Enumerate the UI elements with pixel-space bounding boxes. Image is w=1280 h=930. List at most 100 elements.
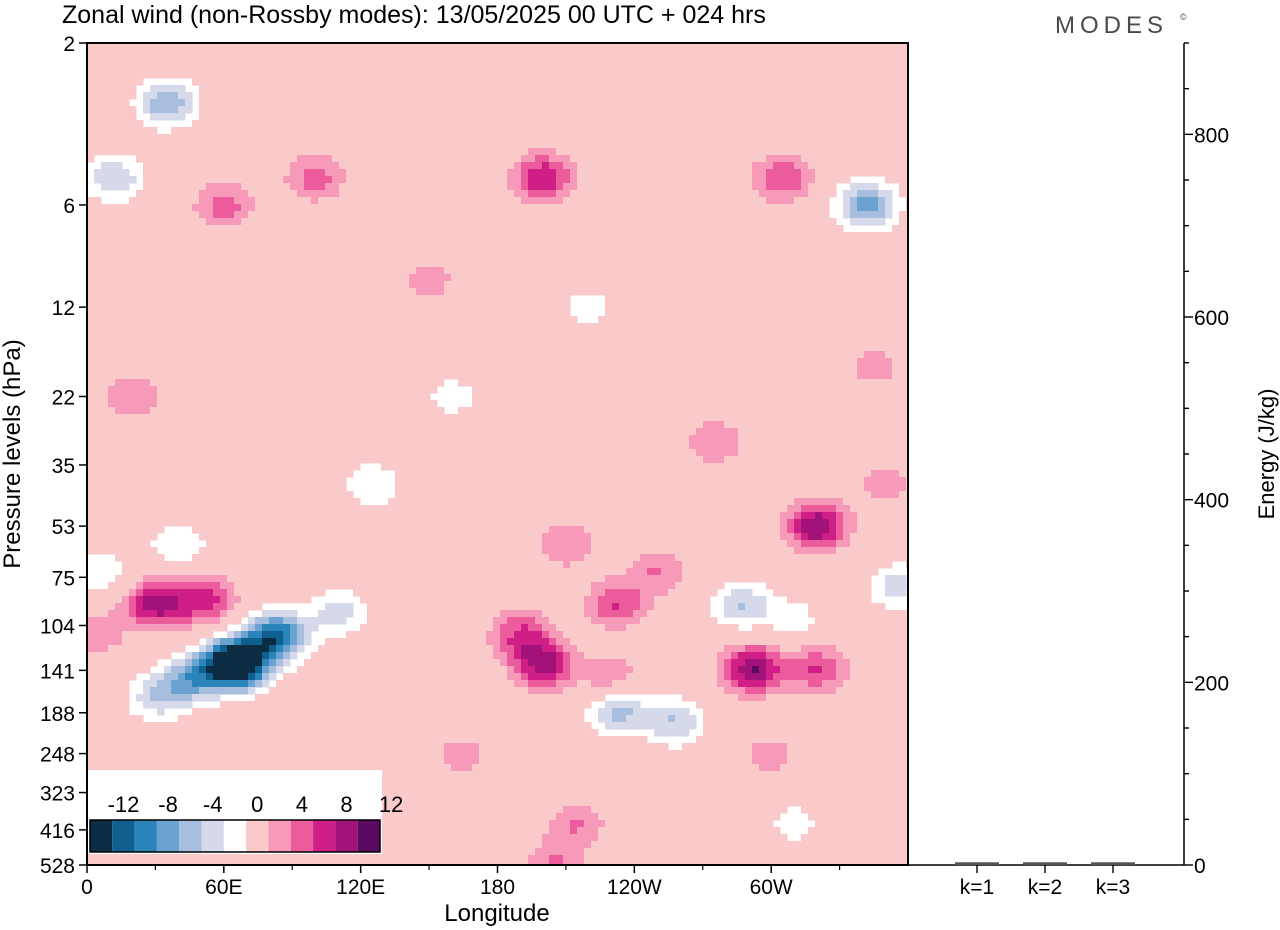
heatmap-cell: [164, 183, 172, 191]
heatmap-cell: [612, 127, 620, 135]
heatmap-cell: [283, 127, 291, 135]
heatmap-cell: [129, 218, 137, 226]
heatmap-cell: [94, 330, 102, 338]
heatmap-cell: [115, 183, 123, 191]
heatmap-cell: [787, 309, 795, 317]
heatmap-cell: [192, 288, 200, 296]
heatmap-cell: [794, 309, 802, 317]
heatmap-cell: [248, 274, 256, 282]
heatmap-cell: [220, 267, 228, 275]
heatmap-cell: [570, 288, 578, 296]
heatmap-cell: [591, 281, 599, 289]
heatmap-cell: [780, 162, 788, 170]
heatmap-cell: [164, 169, 172, 177]
heatmap-cell: [836, 288, 844, 296]
heatmap-cell: [423, 190, 431, 198]
heatmap-cell: [633, 239, 641, 247]
heatmap-cell: [633, 246, 641, 254]
heatmap-cell: [899, 281, 907, 289]
heatmap-cell: [717, 330, 725, 338]
heatmap-cell: [220, 309, 228, 317]
heatmap-cell: [437, 50, 445, 58]
heatmap-cell: [668, 57, 676, 65]
heatmap-cell: [262, 113, 270, 121]
heatmap-cell: [514, 176, 522, 184]
heatmap-cell: [451, 274, 459, 282]
heatmap-cell: [696, 260, 704, 268]
heatmap-cell: [521, 57, 529, 65]
heatmap-cell: [605, 155, 613, 163]
heatmap-cell: [325, 211, 333, 219]
heatmap-cell: [724, 169, 732, 177]
heatmap-cell: [703, 232, 711, 240]
heatmap-cell: [787, 204, 795, 212]
heatmap-cell: [521, 50, 529, 58]
heatmap-cell: [353, 253, 361, 261]
heatmap-cell: [794, 274, 802, 282]
heatmap-cell: [843, 197, 851, 205]
heatmap-cell: [192, 155, 200, 163]
heatmap-cell: [465, 281, 473, 289]
heatmap-cell: [185, 225, 193, 233]
heatmap-cell: [493, 274, 501, 282]
heatmap-cell: [878, 316, 886, 324]
heatmap-cell: [115, 169, 123, 177]
heatmap-cell: [591, 113, 599, 121]
heatmap-cell: [136, 148, 144, 156]
heatmap-cell: [479, 127, 487, 135]
heatmap-cell: [682, 162, 690, 170]
heatmap-cell: [122, 64, 130, 72]
heatmap-cell: [829, 155, 837, 163]
heatmap-cell: [276, 120, 284, 128]
heatmap-cell: [843, 309, 851, 317]
heatmap-cell: [493, 288, 501, 296]
heatmap-cell: [304, 225, 312, 233]
heatmap-cell: [689, 239, 697, 247]
heatmap-cell: [227, 190, 235, 198]
heatmap-cell: [801, 197, 809, 205]
heatmap-cell: [773, 309, 781, 317]
heatmap-cell: [500, 197, 508, 205]
heatmap-cell: [850, 281, 858, 289]
heatmap-cell: [794, 232, 802, 240]
heatmap-cell: [311, 232, 319, 240]
heatmap-cell: [395, 323, 403, 331]
heatmap-cell: [206, 197, 214, 205]
heatmap-cell: [731, 113, 739, 121]
heatmap-cell: [542, 225, 550, 233]
heatmap-cell: [591, 99, 599, 107]
heatmap-cell: [241, 190, 249, 198]
heatmap-cell: [395, 120, 403, 128]
heatmap-cell: [395, 155, 403, 163]
heatmap-cell: [346, 120, 354, 128]
heatmap-cell: [612, 106, 620, 114]
heatmap-cell: [339, 239, 347, 247]
heatmap-cell: [731, 190, 739, 198]
heatmap-cell: [794, 127, 802, 135]
heatmap-cell: [598, 78, 606, 86]
heatmap-cell: [605, 71, 613, 79]
heatmap-cell: [164, 155, 172, 163]
heatmap-cell: [108, 85, 116, 93]
heatmap-cell: [402, 71, 410, 79]
heatmap-cell: [269, 169, 277, 177]
heatmap-cell: [409, 176, 417, 184]
heatmap-cell: [752, 162, 760, 170]
heatmap-cell: [766, 106, 774, 114]
heatmap-cell: [318, 57, 326, 65]
heatmap-cell: [766, 71, 774, 79]
heatmap-cell: [668, 64, 676, 72]
heatmap-cell: [556, 246, 564, 254]
heatmap-cell: [227, 78, 235, 86]
heatmap-cell: [388, 281, 396, 289]
heatmap-cell: [213, 183, 221, 191]
heatmap-cell: [710, 260, 718, 268]
heatmap-cell: [745, 57, 753, 65]
heatmap-cell: [710, 288, 718, 296]
heatmap-cell: [206, 316, 214, 324]
heatmap-cell: [178, 274, 186, 282]
heatmap-cell: [192, 344, 200, 352]
heatmap-cell: [528, 267, 536, 275]
heatmap-cell: [297, 309, 305, 317]
heatmap-cell: [486, 274, 494, 282]
